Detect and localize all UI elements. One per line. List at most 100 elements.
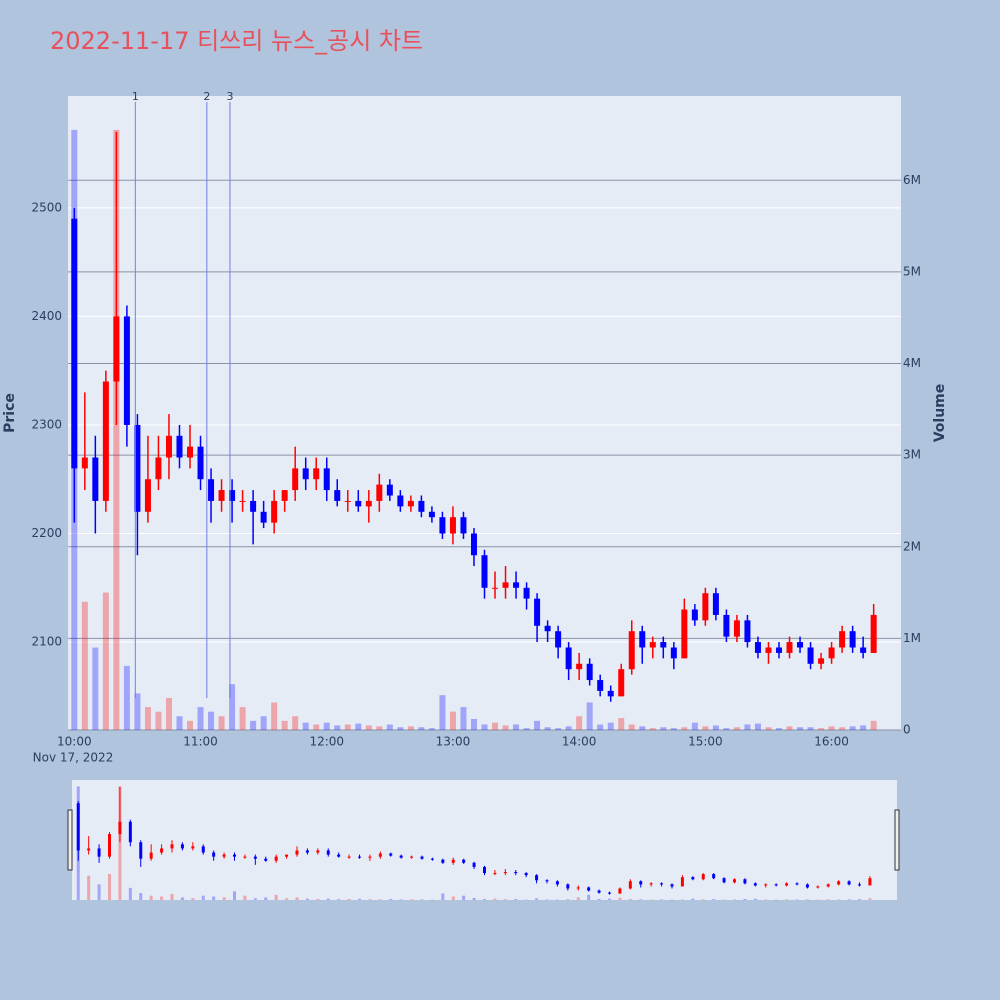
- volume-bar: [229, 684, 236, 730]
- y2-tick-label: 4M: [903, 356, 921, 370]
- candle-body: [313, 468, 320, 480]
- candle-body: [481, 555, 488, 588]
- range-handle[interactable]: [894, 809, 900, 871]
- candle-body: [807, 647, 814, 664]
- news-marker-label: 1: [132, 90, 139, 103]
- volume-bar: [639, 726, 646, 730]
- range-slider[interactable]: [72, 780, 897, 900]
- candle-body: [460, 517, 467, 534]
- slider-candle-body: [305, 850, 309, 853]
- slider-volume-bar: [576, 897, 580, 900]
- slider-candle-body: [701, 874, 705, 880]
- volume-bar: [271, 702, 278, 730]
- slider-volume-bar: [201, 895, 205, 900]
- slider-candle-body: [743, 879, 747, 884]
- volume-bar: [670, 728, 677, 730]
- slider-candle-body: [118, 821, 122, 835]
- y2-tick-label: 1M: [903, 631, 921, 645]
- slider-candle-body: [108, 834, 111, 857]
- slider-candle-body: [858, 884, 861, 886]
- volume-bar: [660, 727, 667, 730]
- volume-bar: [860, 725, 867, 730]
- candle-body: [765, 647, 772, 653]
- y2-axis-title: Volume: [932, 384, 948, 443]
- candle-body: [271, 500, 278, 523]
- candle-body: [628, 631, 635, 670]
- slider-candle-body: [170, 844, 174, 849]
- slider-volume-bar: [503, 899, 507, 900]
- volume-bar: [355, 723, 362, 730]
- slider-volume-bar: [410, 899, 414, 900]
- slider-candle-body: [264, 858, 268, 861]
- slider-volume-bar: [764, 899, 768, 900]
- candle-body: [839, 631, 846, 648]
- slider-volume-bar: [160, 896, 164, 900]
- candle-body: [502, 582, 509, 588]
- volume-bar: [544, 727, 551, 730]
- slider-candle-body: [649, 883, 653, 885]
- slider-candle-body: [597, 890, 601, 893]
- candle-body: [607, 690, 614, 697]
- slider-candle-body: [847, 881, 851, 885]
- slider-candle-body: [764, 884, 768, 886]
- slider-candle-body: [472, 862, 476, 867]
- candle-body: [218, 490, 225, 501]
- slider-volume-bar: [222, 897, 226, 900]
- slider-volume-bar: [180, 897, 184, 900]
- candle-body: [639, 631, 646, 648]
- volume-bar: [323, 722, 330, 730]
- candle-body: [797, 642, 804, 648]
- volume-bar: [302, 722, 309, 730]
- slider-volume-bar: [326, 898, 330, 900]
- candle-body: [407, 500, 414, 507]
- range-handle[interactable]: [67, 809, 73, 871]
- slider-candle-body: [514, 872, 518, 874]
- candle-body: [849, 631, 856, 648]
- volume-bar: [197, 707, 204, 730]
- slider-volume-bar: [639, 899, 643, 900]
- slider-volume-bar: [858, 899, 861, 900]
- slider-volume-bar: [253, 898, 257, 900]
- candle-body: [586, 663, 593, 681]
- candle-body: [870, 614, 877, 653]
- volume-bar: [344, 724, 351, 730]
- slider-candle-body: [691, 877, 695, 880]
- slider-candle-body: [253, 856, 257, 859]
- slider-candle-body: [493, 873, 497, 875]
- slider-volume-bar: [243, 895, 247, 900]
- candle-body: [576, 663, 583, 670]
- slider-volume-bar: [139, 893, 143, 900]
- slider-volume-bar: [316, 898, 320, 900]
- candle-body: [523, 587, 530, 599]
- slider-candle-body: [566, 884, 570, 889]
- slider-volume-bar: [868, 898, 872, 900]
- news-marker-label: 2: [203, 90, 210, 103]
- volume-bar: [576, 716, 583, 730]
- volume-bar: [81, 601, 88, 730]
- volume-bar: [618, 718, 625, 730]
- candle-body: [744, 620, 751, 643]
- slider-candle-body: [868, 878, 872, 886]
- candle-body: [712, 593, 719, 615]
- volume-bar: [407, 726, 414, 730]
- x-tick-label: 13:00: [436, 735, 471, 749]
- volume-bar: [376, 726, 383, 730]
- slider-volume-bar: [826, 899, 830, 900]
- candle-body: [428, 511, 435, 518]
- slider-candle-body: [347, 856, 351, 858]
- volume-bar: [797, 727, 804, 730]
- candle-body: [397, 495, 404, 507]
- volume-bar: [849, 726, 856, 730]
- slider-candle-body: [816, 886, 820, 888]
- volume-bar: [786, 726, 793, 730]
- slider-volume-bar: [358, 898, 361, 900]
- slider-candle-body: [795, 883, 799, 885]
- candle-body: [176, 435, 183, 458]
- candle-body: [365, 500, 372, 507]
- candle-body: [376, 484, 383, 501]
- volume-bar: [418, 727, 425, 730]
- volume-bar: [513, 724, 520, 730]
- slider-volume-bar: [597, 898, 601, 900]
- volume-bar: [492, 722, 499, 730]
- slider-volume-bar: [733, 899, 736, 900]
